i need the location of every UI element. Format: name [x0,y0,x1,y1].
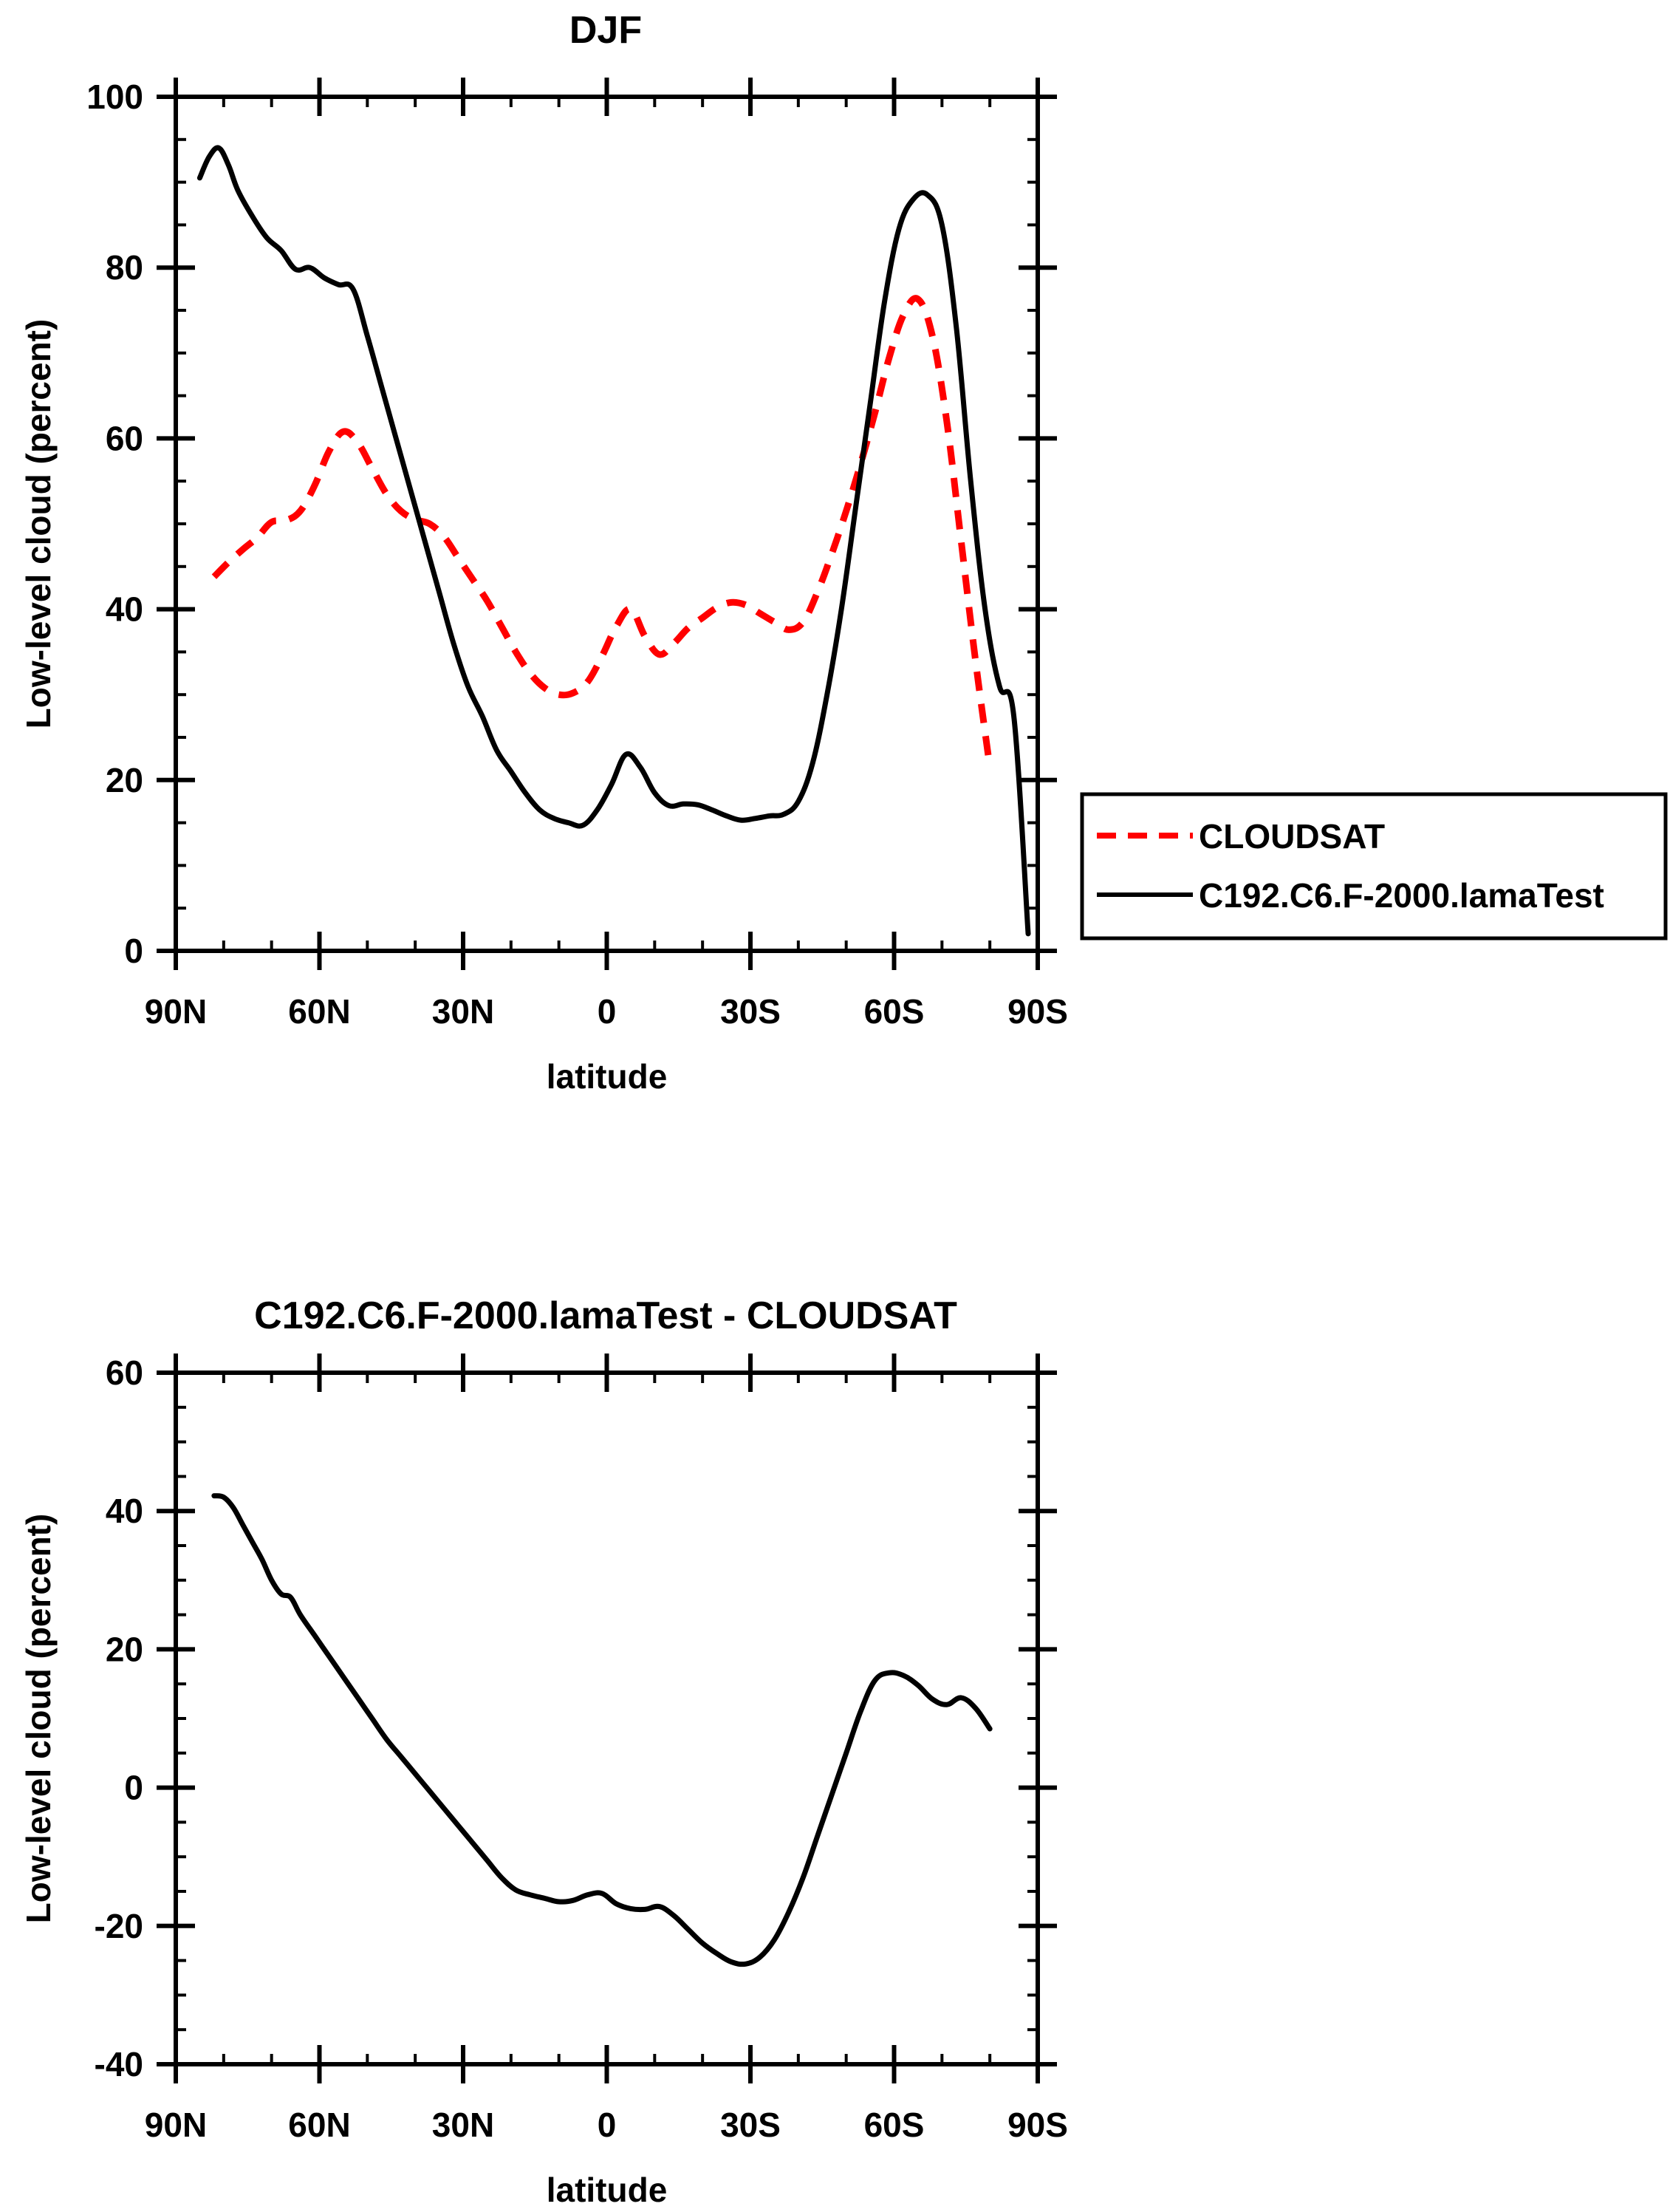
x-tick-label: 0 [598,2106,617,2144]
panel-title: DJF [569,9,642,52]
y-tick-label: 60 [106,419,143,457]
y-axis-label: Low-level cloud (percent) [19,1514,58,1924]
x-tick-label: 90S [1007,2106,1068,2144]
y-tick-label: 20 [106,1630,143,1668]
y-axis-label: Low-level cloud (percent) [19,319,58,729]
plot-frame [174,95,1040,953]
y-tick-label: -40 [95,2045,143,2083]
y-tick-label: 40 [106,1492,143,1530]
y-tick-label: 60 [106,1354,143,1392]
x-tick-label: 60S [864,2106,925,2144]
data-series-observation [211,295,993,768]
y-tick-label: 0 [124,932,143,970]
legend-label: C192.C6.F-2000.lamaTest [1199,876,1604,915]
y-tick-label: 40 [106,590,143,629]
x-tick-label: 90N [145,992,207,1031]
plot-frame [174,1370,1040,2066]
y-tick-label: 0 [124,1769,143,1807]
legend-box [1080,792,1668,941]
x-tick-label: 90N [145,2106,207,2144]
x-tick-label: 0 [598,992,617,1031]
x-tick-label: 30N [432,2106,494,2144]
x-tick-label: 60S [864,992,925,1031]
x-tick-label: 30N [432,992,494,1031]
y-tick-label: 20 [106,761,143,799]
x-tick-label: 30S [720,2106,781,2144]
y-tick-label: 100 [86,78,143,116]
x-axis-label: latitude [547,1057,668,1096]
data-series-model [196,145,1031,937]
x-axis-label: latitude [547,2171,668,2209]
data-series-model [211,1493,993,1967]
y-tick-label: -20 [95,1907,143,1945]
x-tick-label: 60N [288,992,350,1031]
x-tick-label: 30S [720,992,781,1031]
panel-title: C192.C6.F-2000.lamaTest - CLOUDSAT [254,1294,957,1337]
y-tick-label: 80 [106,248,143,287]
x-tick-label: 60N [288,2106,350,2144]
legend-label: CLOUDSAT [1199,817,1385,856]
x-tick-label: 90S [1007,992,1068,1031]
top-panel-figure: DJF 0 20 40 60 80 100 90N 60N 30N 0 30S 60S 90S latitu… [19,9,1668,1096]
bottom-panel-figure: C192.C6.F-2000.lamaTest - CLOUDSAT -40 -20… [19,1294,1068,2209]
